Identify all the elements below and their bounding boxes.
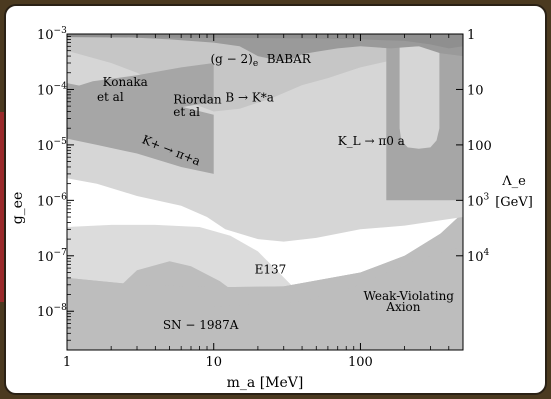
- region-label: et al: [97, 90, 124, 104]
- plot-frame: [66, 33, 464, 351]
- region-label: Axion: [385, 300, 420, 314]
- y-tick-label: 10−3: [37, 26, 67, 43]
- y-axis-label: g_ee: [10, 192, 26, 225]
- region-babar: [67, 34, 463, 49]
- region-konaka-et-al: [67, 83, 214, 174]
- region-label: E137: [255, 262, 287, 276]
- x-tick-label: 1: [63, 355, 71, 370]
- y2-tick-label: 1: [467, 28, 475, 43]
- y-tick-label: 10−6: [37, 192, 67, 209]
- region-label: et al: [173, 105, 200, 119]
- region-sn-1987a-band: [67, 217, 463, 307]
- y-tick-label: 10−7: [37, 248, 67, 265]
- y2-tick-label: 103: [467, 192, 490, 209]
- y-tick-label: 10−4: [37, 81, 67, 98]
- region-weak-violating-axion: [67, 212, 463, 350]
- y-tick-label: 10−8: [37, 303, 67, 320]
- region-label: Weak-Violating: [364, 289, 455, 303]
- region-label: (g − 2)e: [210, 52, 258, 69]
- region-riordan-et-al-upper: [67, 34, 463, 112]
- region-label: Riordan: [173, 92, 222, 106]
- region-label: K_L → π0 a: [338, 134, 405, 148]
- region-label: B → K*a: [225, 91, 274, 105]
- region-g-2-e: [67, 34, 463, 61]
- region-label: SN − 1987A: [163, 318, 239, 332]
- x-axis-label: m_a [MeV]: [227, 375, 304, 391]
- y2-tick-label: 104: [467, 248, 490, 265]
- right-axis-units: [GeV]: [495, 195, 533, 210]
- x-tick-label: 100: [348, 355, 373, 370]
- region-label: Konaka: [103, 75, 148, 89]
- y2-tick-label: 100: [467, 139, 492, 154]
- region-label: BABAR: [267, 52, 312, 66]
- x-tick-label: 10: [205, 355, 222, 370]
- right-axis-label: Λ_e: [501, 174, 526, 189]
- region-k-l-pi0-a-notch: [399, 46, 440, 149]
- excluded-regions: [67, 34, 463, 350]
- y-tick-label: 10−5: [37, 137, 67, 154]
- y2-tick-label: 10: [467, 83, 484, 98]
